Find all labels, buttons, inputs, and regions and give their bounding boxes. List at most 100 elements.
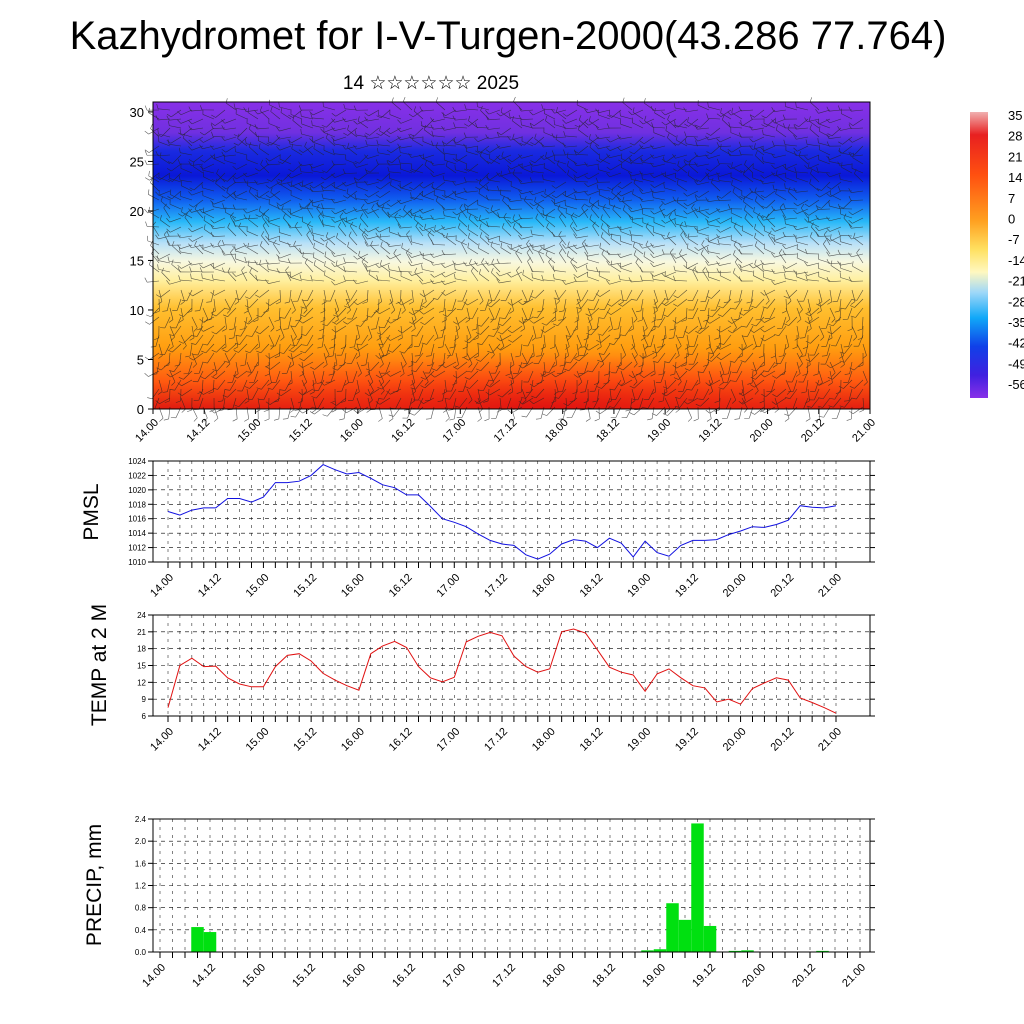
wind-barb [668, 217, 677, 228]
wind-barb-flag [750, 377, 756, 380]
wind-barb-flag [419, 106, 423, 112]
wind-barb-flag [177, 267, 181, 273]
wind-barb [719, 235, 732, 239]
wind-barb [584, 361, 589, 374]
wind-barb-flag [332, 402, 337, 406]
wind-barb [697, 232, 710, 237]
wind-barb-flag [420, 305, 426, 308]
wind-barb [380, 127, 391, 136]
wind-barb-flag [201, 165, 203, 171]
wind-barb-flag [259, 106, 263, 111]
wind-barb [763, 217, 776, 221]
wind-barb [543, 154, 556, 160]
wind-barb [719, 136, 732, 143]
wind-barb [774, 163, 787, 169]
wind-barb-flag [529, 383, 535, 388]
wind-barb [499, 240, 512, 246]
wind-barb [544, 190, 556, 199]
wind-barb-flag [441, 194, 447, 199]
wind-barb-flag [821, 355, 827, 357]
wind-barb [556, 111, 567, 120]
wind-barb [192, 289, 204, 297]
wind-barb [862, 370, 868, 383]
wind-barb-flag [772, 184, 775, 190]
wind-barb [698, 244, 710, 251]
wind-barb [213, 154, 226, 159]
wind-barb-flag [437, 400, 443, 402]
wind-barb [660, 370, 666, 383]
wind-barb-flag [518, 223, 522, 228]
wind-barb [577, 271, 589, 278]
wind-barb [754, 109, 765, 118]
wind-barb-flag [313, 389, 319, 391]
wind-barb [444, 127, 457, 131]
x-tick-label: 17.12 [482, 572, 510, 600]
wind-barb [180, 196, 193, 201]
wind-barb-flag [247, 371, 253, 373]
wind-barb-flag [467, 224, 470, 230]
wind-barb-flag [155, 191, 160, 196]
wind-barb [444, 307, 447, 320]
wind-barb [554, 235, 567, 237]
wind-barb-flag [564, 368, 569, 372]
wind-barb-flag [354, 160, 360, 164]
wind-barb-flag [552, 273, 555, 279]
wind-barb-flag [410, 370, 416, 372]
wind-barb-flag [431, 140, 434, 146]
wind-barb-flag [752, 373, 758, 377]
wind-barb [175, 316, 182, 329]
wind-barb [367, 226, 380, 233]
wind-barb-flag [361, 203, 365, 209]
wind-barb-flag [300, 306, 306, 309]
wind-barb [194, 208, 204, 219]
wind-barb-flag [606, 250, 610, 255]
wind-barb [631, 388, 636, 401]
wind-barb-flag [815, 215, 819, 220]
wind-barb [704, 316, 710, 329]
wind-barb [544, 113, 556, 120]
wind-barb [601, 352, 611, 363]
wind-barb-flag [338, 222, 342, 227]
wind-barb [215, 109, 226, 118]
wind-barb [367, 181, 380, 186]
wind-barb [708, 117, 721, 120]
wind-barb [356, 343, 361, 356]
wind-barb [182, 127, 193, 136]
wind-barb-flag [221, 119, 226, 124]
wind-barb [743, 307, 754, 316]
wind-barb [246, 208, 259, 214]
wind-barb-flag [650, 262, 654, 267]
wind-barb [829, 325, 833, 338]
wind-barb [854, 379, 864, 389]
wind-barb [488, 136, 501, 140]
wind-barb [529, 307, 534, 320]
wind-barb-flag [639, 196, 643, 202]
wind-barb-flag [366, 409, 371, 413]
wind-barb [335, 181, 347, 189]
wind-barb-flag [296, 337, 302, 341]
x-tick-label: 18.12 [578, 572, 606, 600]
wind-barb-flag [738, 392, 744, 396]
wind-barb [699, 325, 710, 334]
wind-barb-flag [518, 244, 522, 249]
wind-barb-flag [496, 346, 501, 351]
wind-barb-flag [706, 168, 711, 172]
wind-barb [202, 262, 215, 269]
precip-frame [152, 818, 871, 953]
wind-barb [667, 236, 677, 246]
wind-barb [260, 245, 270, 255]
wind-barb [171, 190, 182, 200]
wind-barb [774, 118, 787, 124]
wind-barb-flag [388, 414, 394, 417]
wind-barb [675, 199, 688, 202]
wind-barb [721, 190, 732, 199]
wind-barb [386, 343, 391, 356]
wind-barb [457, 370, 468, 379]
wind-barb-flag [484, 418, 490, 422]
wind-barb [268, 141, 281, 147]
wind-barb [543, 244, 556, 250]
wind-barb-flag [826, 258, 830, 264]
wind-barb-flag [215, 178, 218, 184]
wind-barb [642, 145, 655, 150]
wind-barb-flag [244, 400, 250, 404]
